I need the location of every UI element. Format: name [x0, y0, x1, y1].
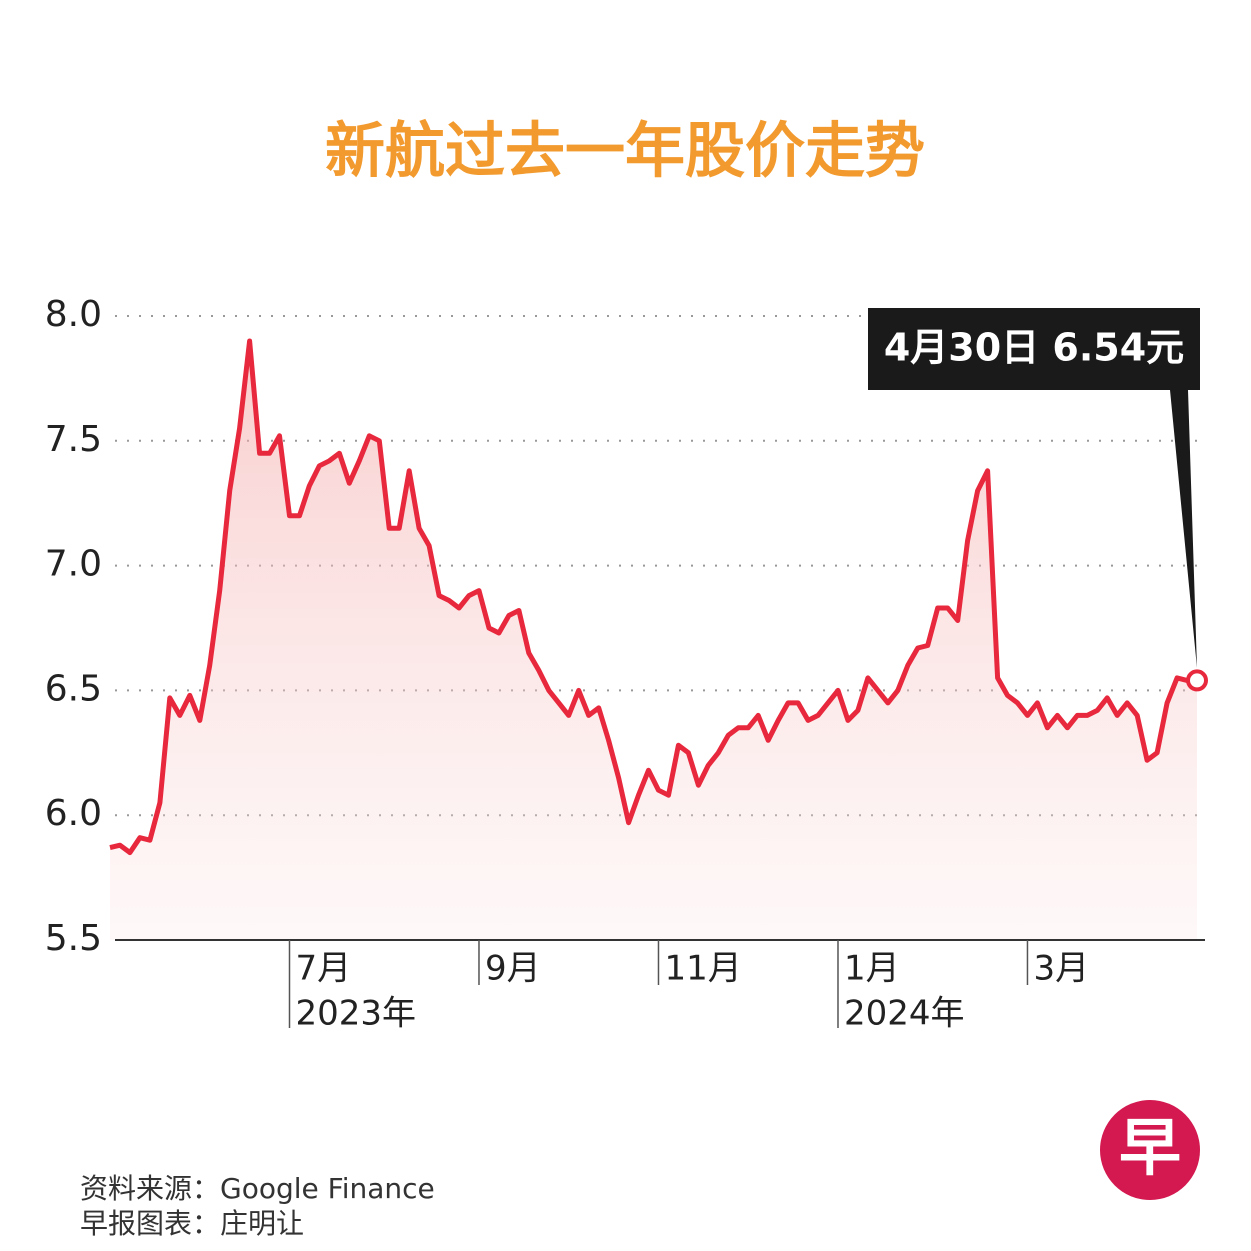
x-year-label: 2023年: [296, 994, 417, 1034]
end-marker: [1186, 669, 1208, 692]
source: 资料来源：Google Finance: [80, 1172, 435, 1205]
y-tick-label: 7.0: [45, 544, 102, 585]
plot: 5.5 6.0 6.5 7.0 7.5 8.0 7月 2023年 9月 11月 1月 2024年 3月: [45, 294, 1208, 1034]
area: [110, 341, 1197, 940]
logo-circle: [1100, 1100, 1200, 1200]
line: [109, 338, 1197, 856]
y-tick-label: 6.5: [45, 668, 102, 709]
y-tick-label: 7.5: [45, 419, 102, 460]
y-tick-label: 6.0: [45, 793, 102, 834]
credit: 早报图表：庄明让: [80, 1207, 304, 1240]
x-year-label: 2024年: [844, 994, 965, 1034]
x-tick-label: 3月: [1033, 949, 1089, 989]
annotation-box: [868, 308, 1200, 668]
x-tick-label: 1月: [844, 949, 900, 989]
x-tick-label: 11月: [664, 949, 741, 989]
x-tick-label: 9月: [485, 949, 541, 989]
logo: 早: [1119, 1111, 1181, 1184]
annotation: 4月30日 6.54元: [884, 326, 1184, 370]
chart-title: 新航过去一年股价走势: [325, 117, 925, 187]
x-tick-label: 7月: [296, 949, 352, 989]
y-tick-label: 8.0: [45, 294, 102, 335]
y-tick-label: 5.5: [45, 918, 102, 959]
